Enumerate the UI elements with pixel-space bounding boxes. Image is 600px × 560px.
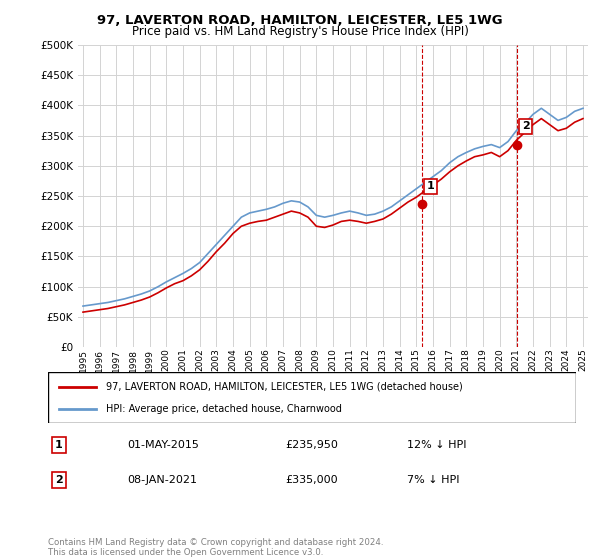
- Text: £235,950: £235,950: [286, 440, 338, 450]
- Text: Contains HM Land Registry data © Crown copyright and database right 2024.
This d: Contains HM Land Registry data © Crown c…: [48, 538, 383, 557]
- Text: £335,000: £335,000: [286, 475, 338, 485]
- Text: 1: 1: [427, 181, 434, 192]
- Text: Price paid vs. HM Land Registry's House Price Index (HPI): Price paid vs. HM Land Registry's House …: [131, 25, 469, 38]
- Text: 01-MAY-2015: 01-MAY-2015: [127, 440, 199, 450]
- Text: 1: 1: [55, 440, 62, 450]
- Text: HPI: Average price, detached house, Charnwood: HPI: Average price, detached house, Char…: [106, 404, 342, 414]
- FancyBboxPatch shape: [48, 372, 576, 423]
- Text: 08-JAN-2021: 08-JAN-2021: [127, 475, 197, 485]
- Text: 7% ↓ HPI: 7% ↓ HPI: [407, 475, 460, 485]
- Text: 2: 2: [55, 475, 62, 485]
- Text: 12% ↓ HPI: 12% ↓ HPI: [407, 440, 467, 450]
- Text: 97, LAVERTON ROAD, HAMILTON, LEICESTER, LE5 1WG (detached house): 97, LAVERTON ROAD, HAMILTON, LEICESTER, …: [106, 381, 463, 391]
- Text: 97, LAVERTON ROAD, HAMILTON, LEICESTER, LE5 1WG: 97, LAVERTON ROAD, HAMILTON, LEICESTER, …: [97, 14, 503, 27]
- Text: 2: 2: [522, 122, 530, 132]
